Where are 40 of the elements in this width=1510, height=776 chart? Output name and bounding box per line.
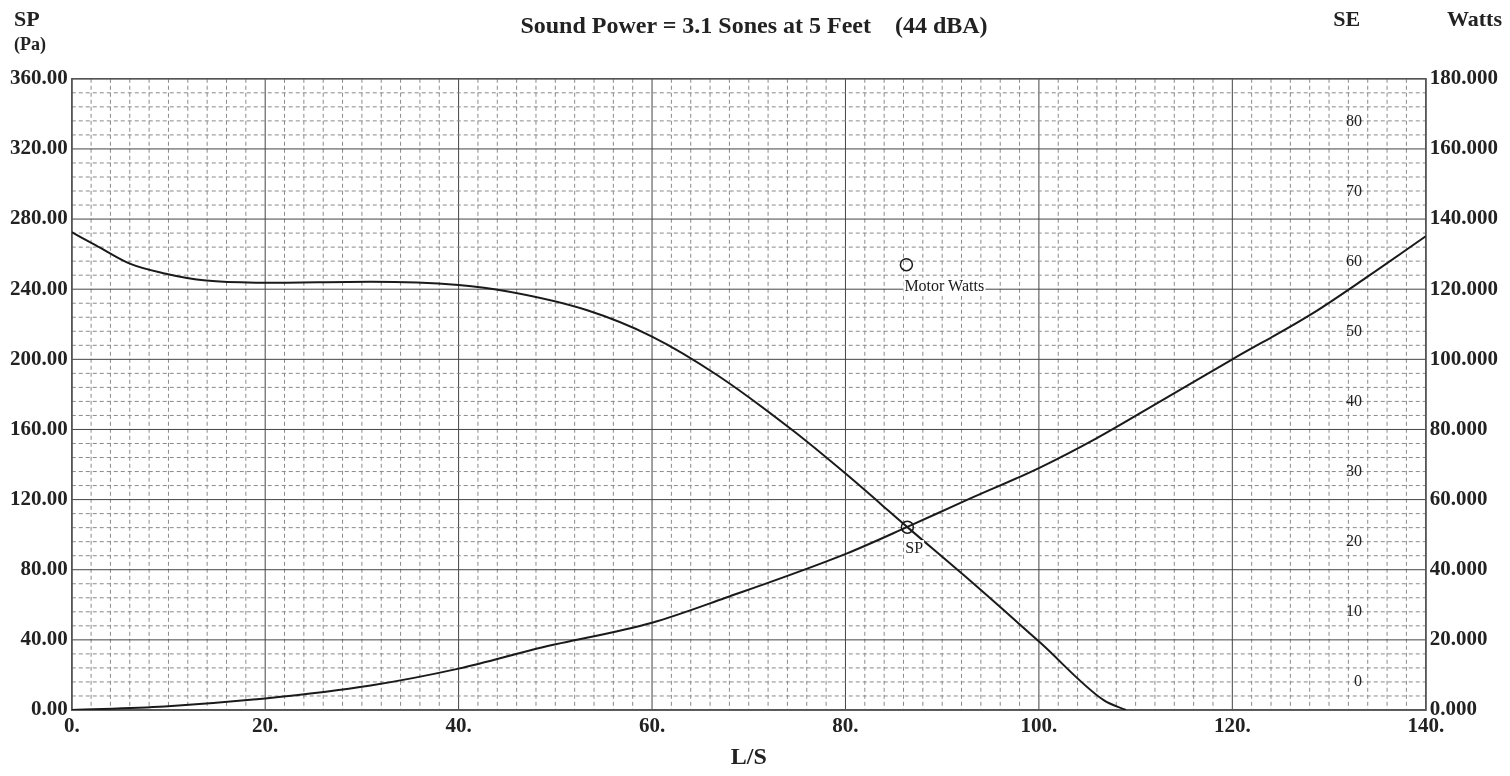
chart-title: Sound Power = 3.1 Sones at 5 Feet (44 dBA) [520,11,988,38]
y3-tick-label: 10 [1346,601,1363,619]
y2-tick-label: 140.000 [1429,205,1498,230]
y3-tick-label: 40 [1346,391,1363,409]
x-axis-title: L/S [730,742,767,769]
y2-tick-label: 120.000 [1429,275,1498,300]
x-tick-label: 80. [832,713,859,738]
y3-tick-label: 60 [1346,251,1363,269]
y3-tick-label: 0 [1354,671,1363,689]
y2-tick-label: 160.000 [1429,135,1498,160]
y2-tick-label: 80.000 [1429,415,1488,440]
y-tick-label: 40.00 [20,626,68,651]
x-tick-label: 120. [1213,713,1251,738]
series-label: SP [905,539,924,557]
y-tick-label: 160.00 [10,415,68,440]
y-tick-label: 280.00 [10,205,68,230]
x-tick-label: 40. [445,713,472,738]
y3-tick-label: 70 [1346,181,1363,199]
y2-tick-label: 100.000 [1429,345,1498,370]
y-tick-label: 320.00 [10,135,68,160]
y-tick-label: 80.00 [20,556,68,581]
y-axis-title: SP (Pa) [14,6,46,55]
y2-tick-label: 20.000 [1429,626,1488,651]
y2-tick-label: 60.000 [1429,486,1488,511]
series-label: Motor Watts [904,276,985,294]
y-tick-label: 360.00 [10,65,68,90]
x-tick-label: 100. [1020,713,1058,738]
y3-tick-label: 80 [1346,111,1363,129]
y3-tick-label: 20 [1346,531,1363,549]
y2-axis-title: Watts [1447,6,1503,31]
y-tick-label: 240.00 [10,275,68,300]
y3-tick-label: 50 [1346,321,1363,339]
y3-tick-label: 30 [1346,461,1363,479]
y-tick-label: 200.00 [10,345,68,370]
y3-axis-title: SE [1333,6,1361,31]
y-tick-label: 120.00 [10,486,68,511]
x-tick-label: 20. [252,713,279,738]
x-tick-label: 60. [638,713,666,738]
y2-tick-label: 40.000 [1429,556,1488,581]
y2-tick-label: 180.000 [1429,65,1498,90]
